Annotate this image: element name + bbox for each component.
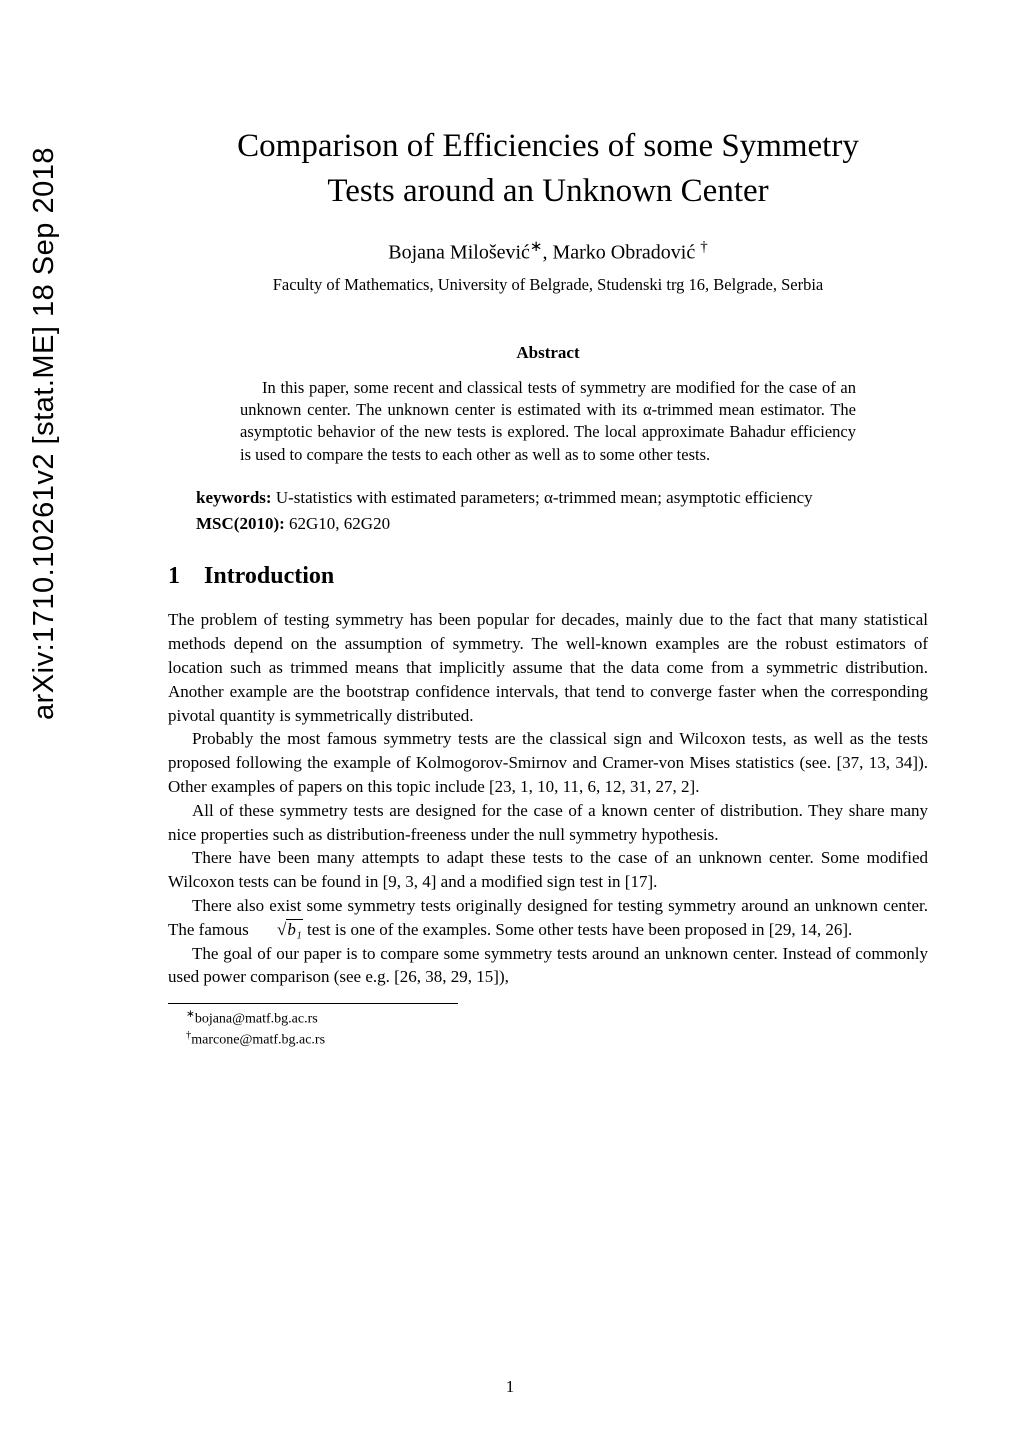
footnote-marker-2: † — [700, 239, 708, 255]
sqrt-b1: √b₁ — [253, 918, 303, 942]
keywords-label: keywords: — [196, 488, 272, 507]
footnote-1-marker: ∗ — [186, 1009, 195, 1020]
sqrt-symbol: √ — [277, 920, 286, 939]
paragraph-5-text-b: test is one of the examples. Some other … — [303, 920, 853, 939]
affiliation: Faculty of Mathematics, University of Be… — [168, 275, 928, 295]
abstract-heading: Abstract — [168, 343, 928, 363]
page-number: 1 — [0, 1377, 1020, 1397]
paragraph-3: All of these symmetry tests are designed… — [168, 799, 928, 847]
msc-text: 62G10, 62G20 — [285, 514, 390, 533]
abstract-text: In this paper, some recent and classical… — [240, 377, 856, 466]
radicand-text: b₁ — [287, 920, 301, 939]
paragraph-5: There also exist some symmetry tests ori… — [168, 894, 928, 942]
author-1: Bojana Milošević — [388, 242, 530, 264]
section-heading: 1 Introduction — [168, 563, 928, 590]
msc: MSC(2010): 62G10, 62G20 — [168, 512, 928, 536]
keywords-text: U-statistics with estimated parameters; … — [272, 488, 813, 507]
footnote-1: ∗bojana@matf.bg.ac.rs — [168, 1008, 928, 1029]
footnote-rule — [168, 1003, 458, 1004]
abstract-body: In this paper, some recent and classical… — [240, 377, 856, 466]
title-line-2: Tests around an Unknown Center — [327, 173, 768, 209]
section-title: Introduction — [204, 563, 334, 589]
footnote-2-text: marcone@matf.bg.ac.rs — [191, 1033, 325, 1048]
msc-label: MSC(2010): — [196, 514, 285, 533]
paper-title: Comparison of Efficiencies of some Symme… — [168, 124, 928, 213]
footnote-2: †marcone@matf.bg.ac.rs — [168, 1029, 928, 1050]
paragraph-2: Probably the most famous symmetry tests … — [168, 727, 928, 798]
paragraph-6: The goal of our paper is to compare some… — [168, 942, 928, 990]
section-number: 1 — [168, 563, 180, 590]
footnote-marker-1: ∗ — [530, 239, 543, 255]
keywords: keywords: U-statistics with estimated pa… — [168, 486, 928, 510]
page-content: Comparison of Efficiencies of some Symme… — [168, 124, 928, 1051]
authors: Bojana Milošević∗, Marko Obradović † — [168, 237, 928, 265]
title-line-1: Comparison of Efficiencies of some Symme… — [237, 128, 859, 164]
arxiv-stamp: arXiv:1710.10261v2 [stat.ME] 18 Sep 2018 — [28, 147, 61, 720]
sqrt-radicand: b₁ — [286, 919, 302, 939]
paragraph-1: The problem of testing symmetry has been… — [168, 608, 928, 727]
author-separator: , Marko Obradović — [542, 242, 700, 264]
paragraph-4: There have been many attempts to adapt t… — [168, 846, 928, 894]
footnote-1-text: bojana@matf.bg.ac.rs — [195, 1012, 318, 1027]
